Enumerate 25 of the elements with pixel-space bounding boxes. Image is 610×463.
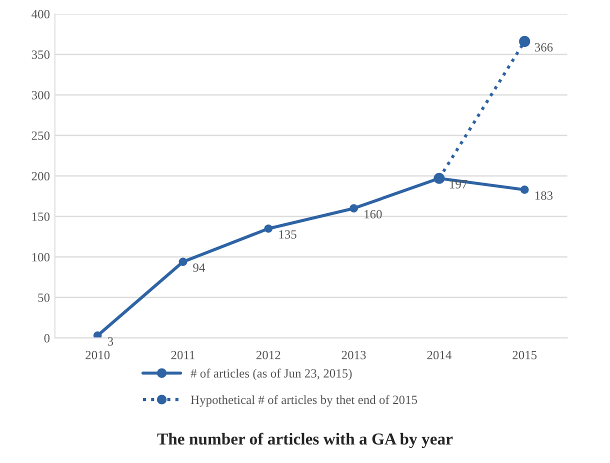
legend-label: Hypothetical # of articles by thet end of 2015 — [190, 395, 418, 407]
x-tick-label: 2014 — [427, 350, 452, 360]
legend-label: # of articles (as of Jun 23, 2015) — [190, 368, 352, 380]
data-label: 160 — [364, 210, 382, 218]
data-label: 183 — [535, 191, 553, 200]
y-tick-label: 400 — [32, 10, 50, 18]
text: The number of articles with a GA by year — [157, 432, 453, 448]
x-tick-label: 2010 — [86, 350, 110, 360]
x-tick-label: 2011 — [171, 350, 195, 360]
data-label: 366 — [534, 43, 553, 52]
data-label: 197 — [450, 180, 468, 188]
y-tick-label: 350 — [32, 50, 50, 59]
y-tick-label: 200 — [32, 172, 50, 180]
x-tick-label: 2015 — [512, 350, 537, 360]
y-tick-label: 150 — [32, 212, 50, 221]
y-tick-label: 300 — [32, 90, 50, 100]
x-tick-label: 2013 — [342, 350, 366, 360]
data-label: 3 — [108, 337, 114, 346]
y-tick-label: 0 — [44, 334, 50, 342]
x-tick-label: 2012 — [256, 350, 280, 360]
y-tick-label: 100 — [32, 252, 50, 262]
data-label: 135 — [279, 230, 296, 239]
data-label: 94 — [193, 264, 206, 272]
y-tick-label: 50 — [38, 294, 50, 302]
y-tick-label: 250 — [32, 131, 50, 140]
